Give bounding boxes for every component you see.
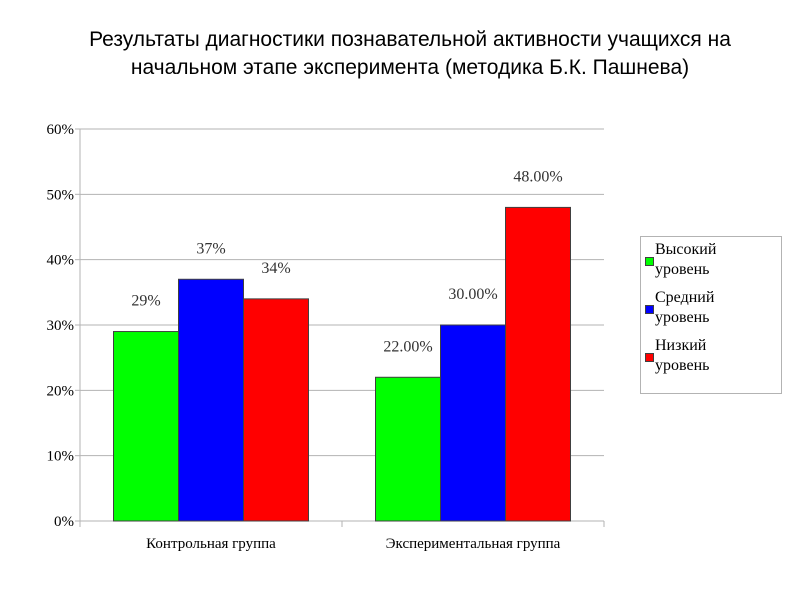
bar (375, 376, 441, 522)
x-tick-label: Экспериментальная группа (386, 536, 561, 552)
data-label: 37% (196, 240, 225, 257)
data-label: 48.00% (513, 168, 562, 185)
y-tick-label: 50% (47, 187, 75, 203)
legend-swatch (645, 305, 654, 314)
chart-title: Результаты диагностики познавательной ак… (40, 26, 780, 82)
legend-label-line: Низкий (655, 337, 707, 354)
legend-swatch (645, 353, 654, 362)
bar (243, 298, 309, 522)
y-tick-label: 60% (47, 122, 75, 138)
data-label: 22.00% (383, 338, 432, 355)
bar (113, 331, 179, 522)
y-tick-label: 40% (47, 253, 75, 269)
data-label: 30.00% (448, 286, 497, 303)
legend-label-line: Средний (655, 289, 715, 306)
legend-label: Низкий уровень (655, 336, 775, 376)
data-label: 34% (261, 260, 290, 277)
bar (440, 324, 506, 522)
y-tick-label: 30% (47, 318, 75, 334)
bar (505, 206, 571, 522)
chart-title-line-1: Результаты диагностики познавательной ак… (89, 28, 731, 51)
y-tick-label: 0% (54, 514, 74, 530)
chart-legend: Высокий уровень Средний уровень Низкий уровен… (640, 236, 782, 394)
legend-label-line: уровень (655, 261, 710, 278)
legend-label: Высокий уровень (655, 240, 775, 280)
y-tick-label: 20% (47, 383, 75, 399)
x-tick-label: Контрольная группа (146, 536, 276, 552)
legend-swatch (645, 257, 654, 266)
legend-label-line: уровень (655, 309, 710, 326)
legend-label-line: уровень (655, 357, 710, 374)
chart-title-line-2: начальном этапе эксперимента (методика Б… (130, 56, 690, 79)
legend-label-line: Высокий (655, 241, 717, 258)
legend-label: Средний уровень (655, 288, 775, 328)
y-tick-label: 10% (47, 449, 75, 465)
bar (178, 278, 244, 522)
data-label: 29% (131, 293, 160, 310)
